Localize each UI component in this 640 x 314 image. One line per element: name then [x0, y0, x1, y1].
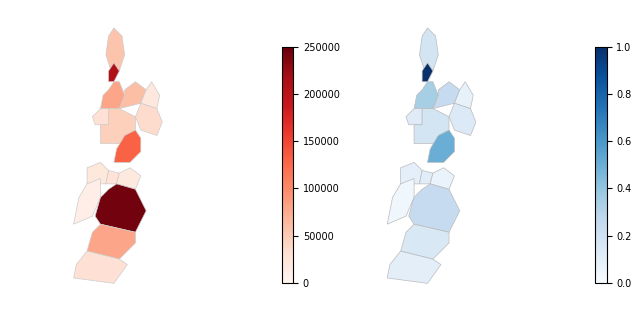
- Polygon shape: [92, 109, 109, 125]
- Polygon shape: [419, 28, 438, 71]
- Polygon shape: [433, 82, 460, 109]
- Polygon shape: [116, 168, 141, 189]
- Polygon shape: [119, 82, 146, 109]
- Polygon shape: [401, 162, 422, 184]
- Polygon shape: [95, 184, 146, 232]
- Polygon shape: [106, 28, 125, 71]
- Polygon shape: [100, 109, 136, 143]
- Polygon shape: [401, 224, 449, 259]
- Polygon shape: [74, 251, 127, 283]
- Polygon shape: [109, 63, 119, 82]
- Polygon shape: [387, 178, 414, 224]
- Polygon shape: [414, 109, 449, 143]
- Polygon shape: [74, 178, 100, 224]
- Polygon shape: [406, 109, 422, 125]
- Polygon shape: [100, 82, 125, 109]
- Polygon shape: [428, 130, 454, 162]
- Polygon shape: [106, 171, 119, 184]
- Polygon shape: [422, 63, 433, 82]
- Polygon shape: [430, 168, 454, 189]
- Polygon shape: [387, 251, 441, 283]
- Polygon shape: [414, 82, 438, 109]
- Polygon shape: [454, 82, 473, 109]
- Polygon shape: [114, 130, 141, 162]
- Polygon shape: [409, 184, 460, 232]
- Polygon shape: [419, 171, 433, 184]
- Polygon shape: [141, 82, 159, 109]
- Polygon shape: [449, 103, 476, 136]
- Polygon shape: [87, 162, 109, 184]
- Polygon shape: [87, 224, 136, 259]
- Polygon shape: [136, 103, 163, 136]
